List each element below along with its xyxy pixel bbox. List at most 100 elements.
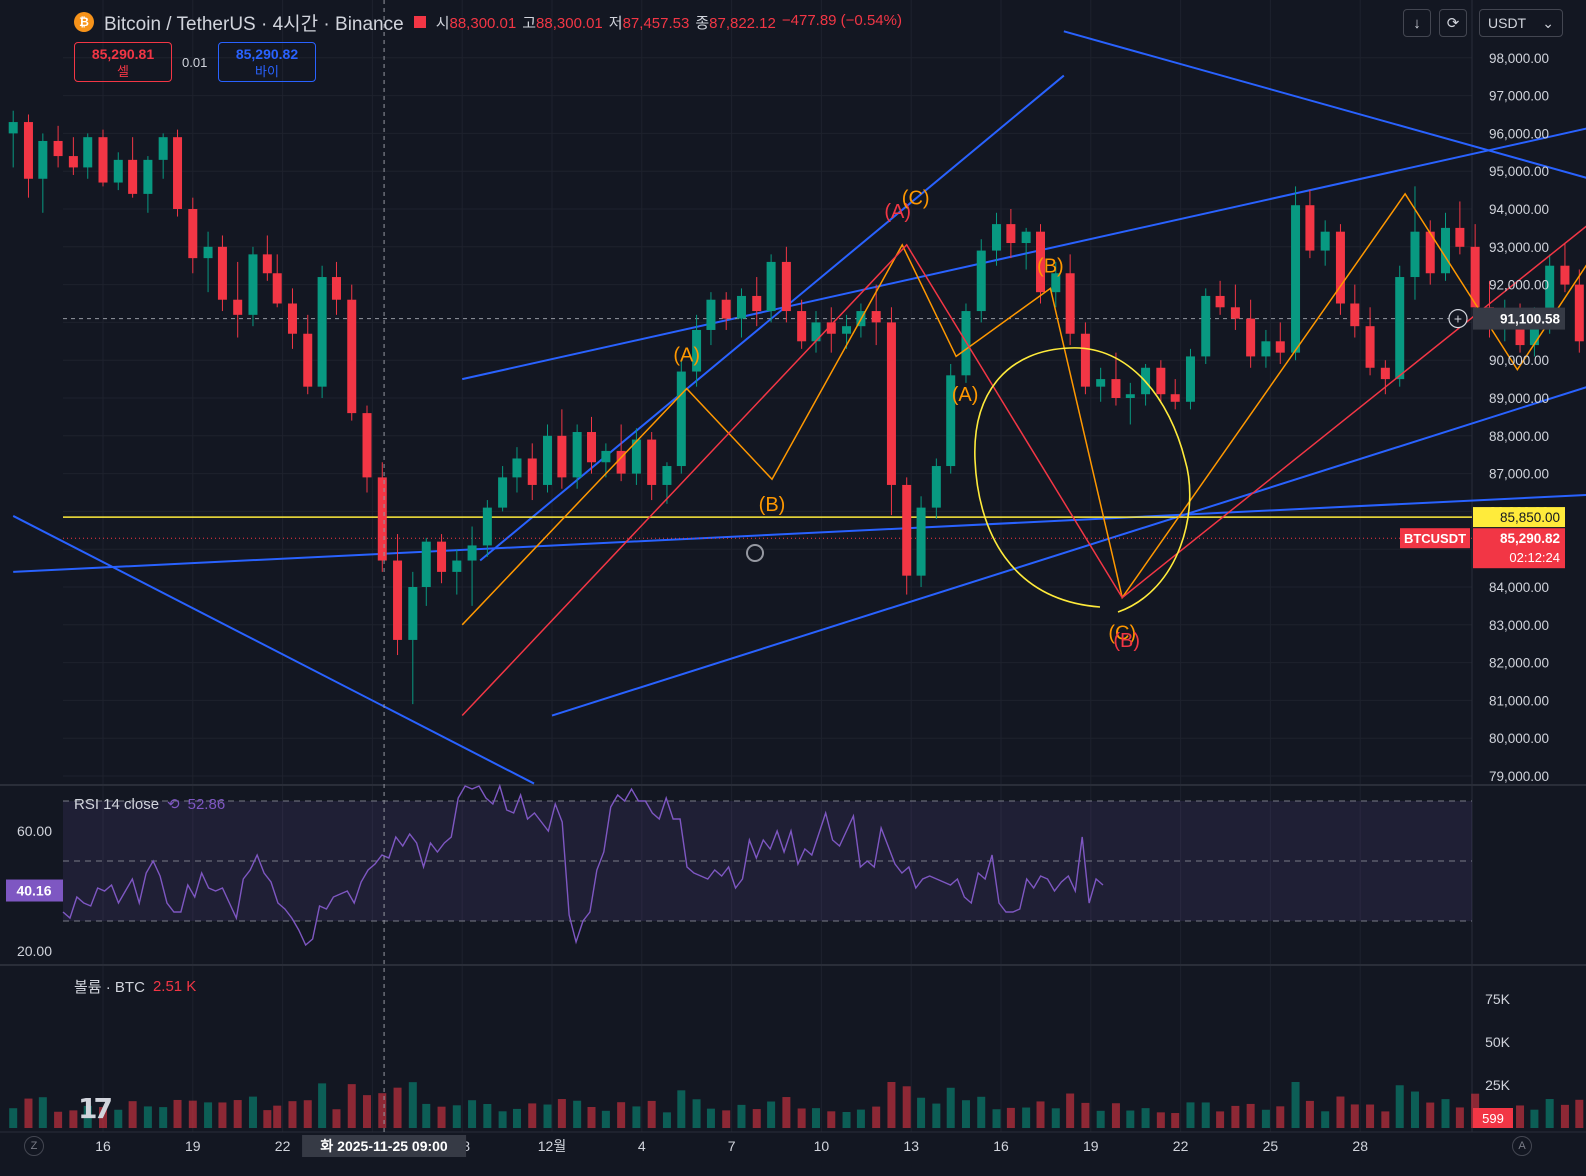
auto-scale-button[interactable]: A bbox=[1512, 1136, 1532, 1156]
time-tick-label: 10 bbox=[814, 1138, 830, 1154]
volume-bar bbox=[318, 1083, 327, 1128]
timezone-z-button[interactable]: Z bbox=[24, 1136, 44, 1156]
volume-bar bbox=[128, 1101, 137, 1128]
volume-bar bbox=[1516, 1105, 1525, 1128]
candle-body bbox=[452, 560, 462, 572]
low-key: 저 bbox=[608, 14, 623, 32]
buy-button[interactable]: 85,290.82 바이 bbox=[218, 42, 316, 82]
symbol-title[interactable]: Bitcoin / TetherUS · 4시간 · Binance bbox=[104, 13, 404, 35]
candle-body bbox=[1560, 265, 1570, 285]
volume-bar bbox=[99, 1107, 107, 1128]
candle-body bbox=[931, 466, 941, 508]
time-tick-label: 16 bbox=[95, 1138, 111, 1154]
volume-bar bbox=[54, 1111, 63, 1128]
market-flag-icon bbox=[413, 16, 426, 28]
time-tick-label: 25 bbox=[1263, 1138, 1279, 1154]
volume-bar bbox=[248, 1096, 257, 1128]
buy-price: 85,290.82 bbox=[235, 46, 299, 62]
volume-bar bbox=[378, 1093, 387, 1128]
candle-body bbox=[1261, 341, 1271, 357]
volume-bar bbox=[1291, 1082, 1300, 1128]
candle-body bbox=[543, 435, 553, 485]
close-key: 종 bbox=[695, 14, 710, 32]
rsi-axis-marker-text: 40.16 bbox=[16, 883, 51, 899]
candle-body bbox=[572, 432, 582, 478]
candle-body bbox=[946, 375, 956, 467]
trendline[interactable] bbox=[1063, 30, 1586, 517]
trendline[interactable] bbox=[551, 373, 1586, 717]
wave-path[interactable] bbox=[461, 184, 1586, 717]
candle-body bbox=[347, 299, 357, 414]
candle-body bbox=[587, 432, 597, 463]
open-value: 88,300.01 bbox=[449, 14, 517, 32]
volume-bar bbox=[1366, 1104, 1375, 1128]
volume-bar bbox=[38, 1097, 47, 1128]
rsi-pane: 60.00 20.00 40.16 bbox=[6, 783, 1472, 959]
rsi-legend[interactable]: RSI 14 close ⟲ 52.86 bbox=[74, 795, 225, 814]
volume-bar bbox=[946, 1087, 955, 1128]
candle-body bbox=[98, 137, 108, 183]
candle-body bbox=[1365, 326, 1375, 368]
candle-body bbox=[68, 156, 78, 168]
add-alert-plus-icon[interactable] bbox=[1448, 308, 1468, 329]
trendline[interactable] bbox=[12, 515, 535, 785]
trendline[interactable] bbox=[13, 436, 1586, 573]
candle-body bbox=[217, 246, 227, 300]
elliott-waves[interactable]: (A)(B)(A)(C)(A)(B)(C)(B)(C)(B)(A)(A)(C)(… bbox=[461, 140, 1586, 717]
price-tick-label: 90,000.00 bbox=[1489, 353, 1549, 368]
candle-body bbox=[482, 507, 492, 546]
last-price-badge-text: 85,290.82 bbox=[1500, 531, 1560, 546]
candle-body bbox=[721, 299, 731, 319]
volume-bar bbox=[887, 1082, 896, 1128]
buy-label: 바이 bbox=[255, 64, 279, 79]
volume-bar bbox=[992, 1109, 1001, 1128]
candle-body bbox=[902, 484, 912, 576]
crosshair-date-badge bbox=[302, 1135, 467, 1157]
refresh-button[interactable]: ⟳ bbox=[1439, 9, 1467, 37]
wave-label: (B) bbox=[1037, 256, 1064, 278]
sell-button[interactable]: 85,290.81 셀 bbox=[74, 42, 172, 82]
volume-tick-label: 75K bbox=[1485, 991, 1511, 1007]
volume-bar bbox=[233, 1100, 242, 1128]
currency-select[interactable]: USDT ⌄ bbox=[1479, 9, 1563, 37]
level-price-badge bbox=[1473, 507, 1565, 528]
candle-body bbox=[527, 458, 537, 485]
open-key: 시 bbox=[435, 14, 450, 32]
volume-bar bbox=[856, 1109, 865, 1128]
candle-body bbox=[1350, 303, 1360, 327]
volume-legend[interactable]: 볼륨 · BTC 2.51 K bbox=[74, 976, 196, 997]
volume-bar bbox=[706, 1108, 715, 1128]
volume-bar bbox=[363, 1095, 372, 1128]
close-value: 87,822.12 bbox=[709, 14, 776, 32]
candle-body bbox=[1065, 273, 1075, 334]
alarm-clock-icon[interactable] bbox=[746, 544, 764, 562]
candle-body bbox=[676, 371, 686, 467]
volume-bar bbox=[1395, 1085, 1404, 1128]
candle-body bbox=[557, 435, 567, 478]
candle-body bbox=[992, 224, 1002, 251]
download-button[interactable]: ↓ bbox=[1403, 9, 1431, 37]
candle-body bbox=[317, 277, 327, 387]
volume-bar bbox=[1426, 1102, 1435, 1128]
candle-body bbox=[233, 299, 243, 315]
volume-bar bbox=[159, 1107, 168, 1128]
volume-bar bbox=[143, 1106, 152, 1128]
volume-bar bbox=[1081, 1102, 1090, 1128]
price-levels bbox=[63, 318, 1472, 539]
volume-bar bbox=[812, 1108, 821, 1128]
rsi-axis-marker bbox=[6, 879, 63, 902]
candle-body bbox=[1201, 295, 1211, 357]
candle-body bbox=[331, 277, 341, 300]
volume-bar bbox=[1455, 1107, 1464, 1128]
candle-body bbox=[976, 250, 986, 312]
highlight-circle[interactable] bbox=[974, 347, 1191, 613]
candle-body bbox=[886, 322, 896, 485]
candle-body bbox=[1096, 379, 1106, 387]
candle-body bbox=[601, 450, 611, 463]
time-tick-label: 7 bbox=[728, 1138, 736, 1154]
wave-path[interactable] bbox=[461, 186, 1586, 626]
volume-bar bbox=[1350, 1104, 1359, 1128]
candle-body bbox=[38, 140, 48, 179]
trendline[interactable] bbox=[461, 53, 1586, 381]
